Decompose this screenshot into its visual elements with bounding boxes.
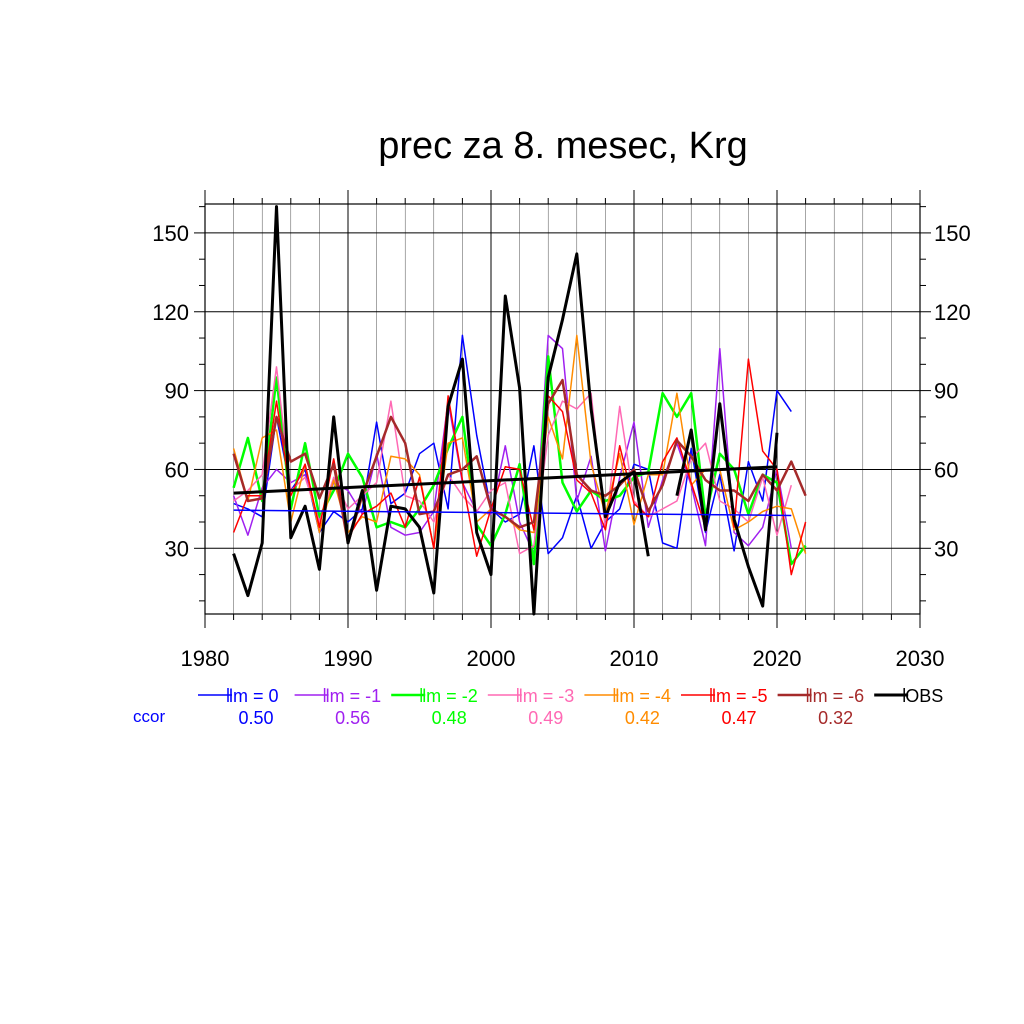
legend-ccor-1: 0.56 [335,708,370,728]
y-tick-label-right: 30 [934,536,958,561]
x-tick-label: 2020 [753,646,802,671]
legend-ccor-0: 0.50 [238,708,273,728]
legend-ccor-2: 0.48 [432,708,467,728]
plot-frame [204,203,921,615]
chart-title: prec za 8. mesec, Krg [378,125,748,167]
y-tick-label-right: 120 [934,300,971,325]
legend-ccor-5: 0.47 [721,708,756,728]
axis-ticks [194,190,931,628]
x-tick-label: 1980 [181,646,230,671]
legend-ccor-4: 0.42 [625,708,660,728]
tick-labels: 30 30 60 60 90 90 120 120 150 150 1980 1990 2000 2010… [152,221,970,671]
legend-label-4: lm = -4 [615,686,671,706]
ccor-label: ccor [133,707,165,726]
legend-ccor-3: 0.49 [528,708,563,728]
y-tick-label: 120 [152,300,189,325]
trend-line-1 [233,465,778,495]
trend-line-0 [233,509,792,517]
x-tick-label: 1990 [324,646,373,671]
legend-label-5: lm = -5 [712,686,768,706]
legend-ccor-6: 0.32 [818,708,853,728]
y-tick-label: 150 [152,221,189,246]
y-tick-label-right: 150 [934,221,971,246]
legend-label-6: lm = -6 [809,686,865,706]
y-tick-label: 30 [165,536,189,561]
series-lines [232,205,807,616]
legend-label-2: lm = -2 [422,686,478,706]
legend-label-7: OBS [905,686,943,706]
y-tick-label-right: 90 [934,379,958,404]
legend-label-3: lm = -3 [519,686,575,706]
x-tick-label: 2030 [896,646,945,671]
x-tick-label: 2000 [467,646,516,671]
y-tick-label-right: 60 [934,457,958,482]
y-tick-label: 60 [165,457,189,482]
y-tick-label: 90 [165,379,189,404]
x-tick-label: 2010 [610,646,659,671]
plot-border [204,203,921,615]
legend-label-0: lm = 0 [229,686,279,706]
legend-label-1: lm = -1 [326,686,382,706]
